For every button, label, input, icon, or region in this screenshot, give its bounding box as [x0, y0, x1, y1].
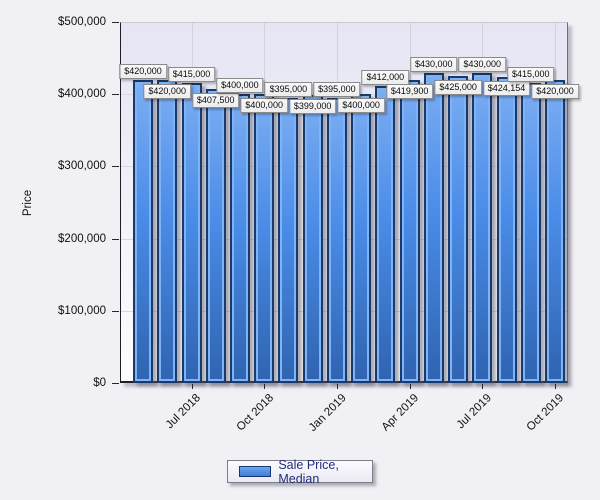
- x-tick-mark: [264, 384, 266, 389]
- bar: [133, 79, 153, 383]
- bar: [520, 83, 541, 383]
- y-tick-label: $200,000: [58, 232, 106, 245]
- bar: [326, 97, 347, 383]
- legend-label: Sale Price, Median: [278, 457, 339, 486]
- bar: [496, 76, 517, 383]
- x-tick-mark: [336, 384, 338, 389]
- bar: [399, 79, 420, 383]
- bar: [205, 88, 226, 383]
- y-tick-mark: [112, 310, 119, 312]
- y-axis-title: Price: [22, 189, 34, 217]
- bar-value-label: $407,500: [191, 92, 240, 108]
- y-tick-mark: [112, 238, 119, 240]
- x-tick-label: Jul 2018: [163, 392, 203, 432]
- x-tick-label: Jul 2019: [454, 392, 494, 432]
- bar: [229, 94, 250, 383]
- bar: [423, 72, 444, 383]
- bar: [375, 85, 396, 383]
- bar-value-label: $395,000: [264, 81, 313, 97]
- y-tick-mark: [112, 22, 119, 23]
- x-tick-mark: [409, 384, 411, 389]
- x-tick-mark: [191, 384, 193, 389]
- y-tick-label: $500,000: [58, 16, 106, 28]
- legend: Sale Price, Median: [227, 457, 373, 486]
- bar-value-label: $420,000: [143, 83, 191, 99]
- bar-value-label: $420,000: [119, 63, 167, 79]
- bar: [157, 79, 178, 383]
- bar-value-label: $424,154: [482, 80, 531, 96]
- bar-value-label: $420,000: [531, 83, 579, 99]
- bar-value-label: $399,000: [288, 98, 337, 114]
- bar-value-label: $430,000: [410, 56, 458, 72]
- bar-value-label: $430,000: [458, 56, 507, 72]
- y-tick-label: $300,000: [58, 160, 106, 173]
- bar-value-label: $400,000: [337, 98, 385, 114]
- x-tick-label: Oct 2019: [524, 392, 567, 434]
- bar-value-label: $412,000: [361, 69, 410, 85]
- bar-value-label: $395,000: [313, 81, 361, 97]
- legend-swatch-icon: [239, 466, 272, 477]
- bar: [302, 94, 323, 383]
- y-tick-mark: [112, 383, 119, 384]
- x-tick-label: Oct 2018: [234, 392, 276, 434]
- bar: [472, 72, 493, 383]
- bar-value-label: $400,000: [240, 98, 288, 114]
- x-tick-label: Apr 2019: [379, 392, 422, 434]
- y-tick-mark: [112, 94, 119, 96]
- bar-value-label: $415,000: [507, 67, 555, 83]
- x-tick-mark: [482, 384, 484, 389]
- bar-value-label: $415,000: [167, 67, 216, 83]
- bar: [545, 79, 565, 383]
- y-tick-mark: [112, 166, 119, 168]
- bar-value-label: $425,000: [434, 80, 482, 96]
- bar: [181, 83, 202, 383]
- bar: [254, 94, 275, 383]
- y-tick-label: $400,000: [58, 88, 106, 101]
- bar: [351, 94, 372, 383]
- bar: [448, 76, 469, 384]
- x-tick-label: Jan 2019: [306, 392, 349, 434]
- x-tick-mark: [555, 384, 556, 389]
- bar-value-label: $419,900: [385, 83, 434, 99]
- y-tick-label: $0: [93, 377, 106, 389]
- y-tick-label: $100,000: [58, 304, 106, 317]
- bar: [278, 97, 299, 383]
- bar-value-label: $400,000: [216, 78, 264, 94]
